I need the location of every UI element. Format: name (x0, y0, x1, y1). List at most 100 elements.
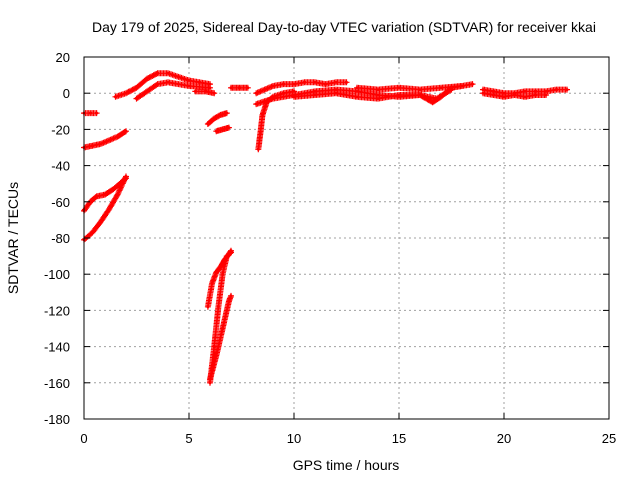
y-tick-label: -60 (51, 195, 70, 210)
data-point (214, 270, 218, 274)
data-point (90, 231, 94, 235)
data-point (88, 200, 92, 204)
data-point (177, 75, 180, 79)
data-point (135, 86, 138, 90)
series-seg-k (207, 292, 234, 383)
data-point (221, 327, 225, 330)
data-point (156, 82, 159, 86)
data-point (206, 305, 210, 309)
data-point (376, 93, 380, 97)
data-point (227, 299, 231, 303)
data-point (282, 91, 285, 95)
data-point (187, 84, 191, 88)
data-point (439, 95, 443, 99)
y-tick-label: -40 (51, 159, 70, 174)
data-point (219, 113, 222, 117)
data-point (334, 80, 338, 84)
data-point (534, 89, 537, 93)
data-point (492, 93, 495, 97)
data-point (90, 144, 94, 148)
data-point (124, 91, 128, 95)
data-point (208, 377, 212, 381)
data-point (237, 86, 241, 90)
data-point (256, 147, 260, 151)
data-point (229, 294, 233, 298)
y-tick-label: -180 (44, 412, 70, 427)
data-point (111, 187, 115, 191)
data-point (107, 207, 111, 211)
data-point (166, 71, 170, 75)
x-tick-label: 0 (80, 431, 87, 446)
data-point (502, 95, 506, 99)
data-point (565, 88, 569, 92)
grid (84, 57, 609, 419)
x-tick-label: 20 (497, 431, 511, 446)
data-point (216, 305, 220, 309)
data-point (481, 91, 485, 95)
y-tick-label: 0 (63, 86, 70, 101)
data-point (221, 127, 225, 131)
data-point (418, 93, 422, 97)
data-point (116, 193, 120, 197)
data-point (210, 281, 214, 285)
data-point (282, 82, 285, 86)
data-point (334, 91, 338, 95)
series-seg-g (204, 110, 230, 127)
data-point (292, 89, 296, 93)
data-point (95, 194, 99, 198)
data-point (355, 86, 359, 90)
data-point (225, 254, 229, 258)
data-point (471, 82, 474, 86)
data-point (208, 381, 212, 385)
series-seg-h (213, 124, 232, 135)
data-point (198, 80, 201, 84)
data-point (166, 80, 170, 84)
data-point (303, 80, 306, 84)
data-point (513, 93, 516, 97)
data-point (534, 93, 537, 97)
data-point (229, 86, 233, 90)
data-point (225, 111, 229, 115)
data-point (292, 95, 296, 99)
data-point (555, 88, 558, 92)
series-seg-b (81, 128, 129, 151)
data-point-markers (291, 81, 476, 106)
data-point (193, 89, 197, 93)
data-point (206, 122, 210, 126)
data-point (254, 102, 258, 106)
axis-ticks: 0 5 10 15 20 25 -180 -160 -140 -120 -100 -80 -60 -40 -… (44, 50, 616, 446)
data-point (221, 272, 225, 276)
y-tick-label: 20 (56, 50, 70, 65)
data-point (418, 88, 422, 92)
y-tick-label: -20 (51, 122, 70, 137)
data-point (431, 100, 435, 104)
data-point (88, 111, 92, 115)
series-seg-l (192, 88, 218, 97)
x-tick-label: 10 (287, 431, 301, 446)
data-point (145, 77, 149, 81)
series-seg-o (253, 79, 350, 97)
y-tick-label: -120 (44, 303, 70, 318)
data-point (124, 129, 128, 133)
series-seg-r (291, 81, 476, 106)
data-point (246, 86, 250, 90)
data-point (313, 80, 317, 84)
data-point (95, 111, 99, 115)
data-point (229, 250, 233, 254)
data-point (212, 345, 216, 349)
data-point (116, 135, 120, 139)
data-point (258, 131, 262, 135)
data-point (99, 220, 103, 224)
data-point (124, 174, 128, 178)
data-point (204, 89, 208, 93)
data-point (481, 88, 485, 92)
data-point (523, 89, 527, 93)
data-point (145, 89, 149, 93)
data-point (208, 82, 212, 86)
data-point (544, 89, 548, 93)
data-point (271, 97, 275, 101)
series-seg-f (133, 79, 213, 102)
data-point-markers (81, 128, 129, 151)
data-point (156, 71, 159, 75)
data-point (355, 95, 359, 99)
